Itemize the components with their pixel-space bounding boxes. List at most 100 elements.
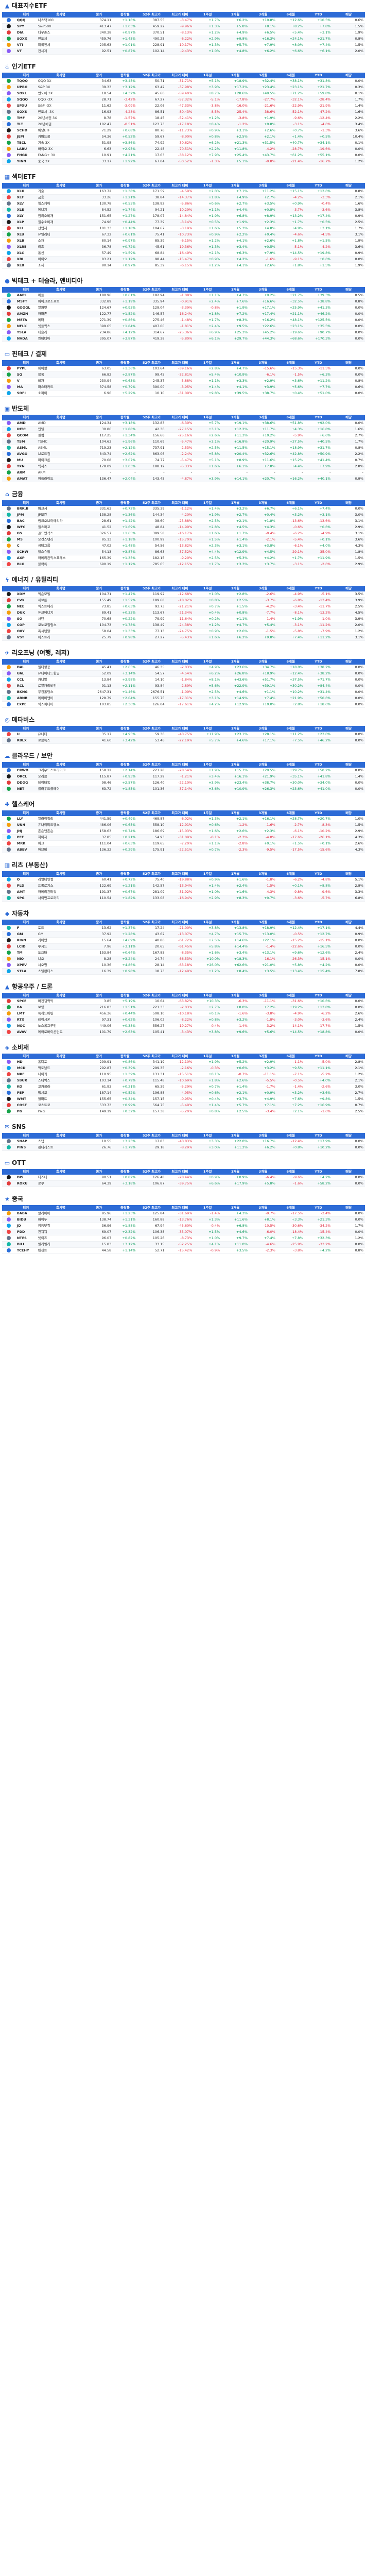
column-header[interactable]: 3개월: [258, 1133, 268, 1138]
ticker-cell[interactable]: OXY: [15, 628, 37, 635]
column-header[interactable]: YTD: [314, 73, 322, 77]
column-header[interactable]: 배당: [345, 501, 352, 505]
column-header[interactable]: [2, 659, 15, 665]
column-header[interactable]: 6개월: [286, 1133, 295, 1138]
column-header[interactable]: 1개월: [231, 415, 240, 419]
table-row[interactable]: XPEV 샤오펑 10.36 +4.86% 28.14 -63.18% +26.0% +62.…: [2, 962, 365, 969]
ticker-cell[interactable]: QQQ: [15, 18, 37, 24]
table-row[interactable]: BRK.B 버크셔 331.63 +0.72% 335.39 -1.12% +1.4% +3.…: [2, 506, 365, 512]
ticker-cell[interactable]: NVDA: [15, 335, 37, 342]
column-header[interactable]: 등락률: [120, 415, 130, 419]
column-header[interactable]: 최고가 대비: [171, 659, 188, 664]
table-row[interactable]: ASML ASML 719.23 +2.12% 737.91 -2.53% +2.5% +11…: [2, 445, 365, 451]
column-header[interactable]: 6개월: [286, 361, 295, 365]
column-header[interactable]: 최고가 대비: [171, 811, 188, 815]
column-header[interactable]: 6개월: [286, 586, 295, 590]
table-row[interactable]: SNAP 스냅 10.55 +3.23% 17.83 -40.83% +3.3% +22.0%…: [2, 1139, 365, 1145]
column-header[interactable]: 종가: [96, 726, 102, 731]
table-row[interactable]: KO 코카콜라 61.93 +0.21% 65.39 -5.29% +0.7% +1.4% -1…: [2, 1083, 365, 1090]
table-row[interactable]: SPY S&P500 413.47 +1.03% 459.22 -9.96% +1.3% +5…: [2, 23, 365, 30]
column-header[interactable]: 3개월: [258, 1054, 268, 1058]
column-header[interactable]: 티커: [23, 501, 29, 505]
column-header[interactable]: 등락률: [120, 659, 130, 664]
column-header[interactable]: 6개월: [286, 1054, 295, 1058]
table-row[interactable]: JD 징둥닷컴 36.96 +1.88% 67.94 -45.60% -0.4% +6.8% -…: [2, 1223, 365, 1229]
table-row[interactable]: VST 비스트라 25.79 +0.98% 27.27 -5.43% +1.6% +6.2% +…: [2, 634, 365, 641]
column-header[interactable]: 52주 최고가: [142, 762, 161, 767]
column-header[interactable]: 등락률: [120, 183, 130, 188]
ticker-cell[interactable]: XLB: [15, 262, 37, 269]
table-row[interactable]: DAL 델타항공 45.41 +2.65% 46.35 -2.03% +4.9% +23.6%…: [2, 665, 365, 671]
ticker-cell[interactable]: CRWD: [15, 768, 37, 774]
column-header[interactable]: 티커: [23, 1206, 29, 1210]
column-header[interactable]: [2, 1169, 15, 1175]
table-row[interactable]: SQQQ QQQ -3X 28.71 -3.42% 67.27 -57.32% -5.1% -…: [2, 96, 365, 103]
ticker-cell[interactable]: ASML: [15, 445, 37, 451]
column-header[interactable]: 1개월: [231, 920, 240, 924]
table-row[interactable]: COST 코스트코 533.73 +0.99% 564.75 -5.49% +1.4% +5.…: [2, 1102, 365, 1109]
column-header[interactable]: 3개월: [258, 659, 268, 664]
column-header[interactable]: 티커: [23, 762, 29, 767]
table-row[interactable]: XLE 에너지 84.52 +1.74% 94.21 -10.29% +1.1% +4.4% +…: [2, 207, 365, 213]
table-row[interactable]: XLB 소재 80.14 +0.97% 85.39 -6.15% +1.2% +4.1% +2.…: [2, 238, 365, 244]
ticker-cell[interactable]: LABU: [15, 146, 37, 152]
table-row[interactable]: DIA 다우존스 340.38 +0.97% 370.51 -8.13% +1.2% +4.9…: [2, 29, 365, 36]
ticker-cell[interactable]: COST: [15, 1102, 37, 1109]
table-row[interactable]: XLRE 리츠 36.78 +0.72% 45.61 -19.36% +1.3% +3.4% +…: [2, 244, 365, 250]
column-header[interactable]: 6개월: [286, 183, 295, 188]
column-header[interactable]: 6개월: [286, 501, 295, 505]
column-header[interactable]: 52주 최고가: [142, 811, 161, 815]
column-header[interactable]: 3개월: [258, 762, 268, 767]
table-row[interactable]: AAPL 애플 180.96 +0.61% 182.94 -1.08% +1.1% +4.7%…: [2, 293, 365, 299]
ticker-cell[interactable]: DIA: [15, 29, 37, 36]
ticker-cell[interactable]: MU: [15, 457, 37, 464]
table-row[interactable]: JEPI 커버드콜 54.36 +0.52% 59.67 -8.90% +0.8% +2.5%…: [2, 133, 365, 140]
table-row[interactable]: XLY 임의소비재 151.65 +1.27% 178.07 -14.84% +1.9% +6…: [2, 213, 365, 219]
table-row[interactable]: SCHW 찰스슈왑 54.13 +3.87% 86.63 -37.52% +4.4% +12.…: [2, 549, 365, 555]
column-header[interactable]: 배당: [345, 361, 352, 365]
table-row[interactable]: PG P&G 149.19 +0.32% 157.38 -5.20% +0.8% +2.5% -…: [2, 1108, 365, 1115]
column-header[interactable]: YTD: [314, 1133, 322, 1138]
column-header[interactable]: 회사명: [56, 762, 66, 767]
table-row[interactable]: XLC 통신 57.49 +1.59% 68.84 -16.49% +2.1% +6.3% +7…: [2, 250, 365, 257]
column-header[interactable]: 최고가 대비: [171, 872, 188, 876]
table-row[interactable]: ORCL 오라클 115.87 +0.93% 117.29 -1.21% +3.4% +16.…: [2, 773, 365, 780]
column-header[interactable]: 등락률: [120, 12, 130, 16]
column-header[interactable]: 6개월: [286, 811, 295, 815]
column-header[interactable]: 종가: [96, 287, 102, 292]
ticker-cell[interactable]: DUK: [15, 609, 37, 616]
column-header[interactable]: 6개월: [286, 1206, 295, 1210]
table-row[interactable]: SOXS 반도체 -3X 16.93 -4.28% 86.51 -80.43% -8.5% -…: [2, 109, 365, 115]
table-row[interactable]: SO 서던 70.68 +0.22% 79.99 -11.64% +0.2% +1.1% -1.…: [2, 616, 365, 622]
column-header[interactable]: 3개월: [258, 1170, 268, 1174]
column-header[interactable]: YTD: [314, 183, 322, 188]
ticker-cell[interactable]: JEPI: [15, 133, 37, 140]
table-row[interactable]: SOXL 반도체 3X 18.54 +4.32% 45.66 -59.40% +8.7% +2…: [2, 90, 365, 97]
column-header[interactable]: 회사명: [56, 12, 66, 16]
table-row[interactable]: LMT 록히드마틴 456.36 +0.44% 508.10 -10.18% +0.1% -1…: [2, 1010, 365, 1017]
column-header[interactable]: YTD: [314, 920, 322, 924]
ticker-cell[interactable]: GS: [15, 530, 37, 537]
column-header[interactable]: 1주일: [203, 183, 212, 188]
ticker-cell[interactable]: RTX: [15, 1016, 37, 1023]
column-header[interactable]: 등락률: [120, 726, 130, 731]
table-row[interactable]: SCHD 배당ETF 71.29 +0.68% 80.76 -11.73% +0.9% +3.…: [2, 127, 365, 134]
column-header[interactable]: 최고가 대비: [171, 1206, 188, 1210]
column-header[interactable]: 등락률: [120, 586, 130, 590]
table-row[interactable]: BIDU 바이두 138.74 +1.31% 160.88 -13.76% +1.3% +11…: [2, 1216, 365, 1223]
column-header[interactable]: 회사명: [56, 1054, 66, 1058]
table-row[interactable]: WFC 웰스파고 41.52 +1.69% 48.84 -14.99% +2.8% +4.5%…: [2, 524, 365, 531]
ticker-cell[interactable]: PG: [15, 1108, 37, 1115]
table-row[interactable]: CVX 셰브론 155.49 +1.52% 189.68 -18.02% +0.8% +2.5…: [2, 597, 365, 604]
ticker-cell[interactable]: XLF: [15, 194, 37, 201]
column-header[interactable]: 52주 최고가: [142, 501, 161, 505]
ticker-cell[interactable]: PLD: [15, 883, 37, 889]
table-row[interactable]: SOFI 소파이 6.96 +5.29% 10.10 -31.09% +9.8% +39.5%…: [2, 390, 365, 397]
ticker-cell[interactable]: TSLA: [15, 329, 37, 336]
column-header[interactable]: 회사명: [56, 659, 66, 664]
ticker-cell[interactable]: AMT: [15, 889, 37, 895]
column-header[interactable]: [2, 1054, 15, 1059]
column-header[interactable]: 1주일: [203, 1170, 212, 1174]
ticker-cell[interactable]: F: [15, 925, 37, 931]
column-header[interactable]: 1개월: [231, 1133, 240, 1138]
